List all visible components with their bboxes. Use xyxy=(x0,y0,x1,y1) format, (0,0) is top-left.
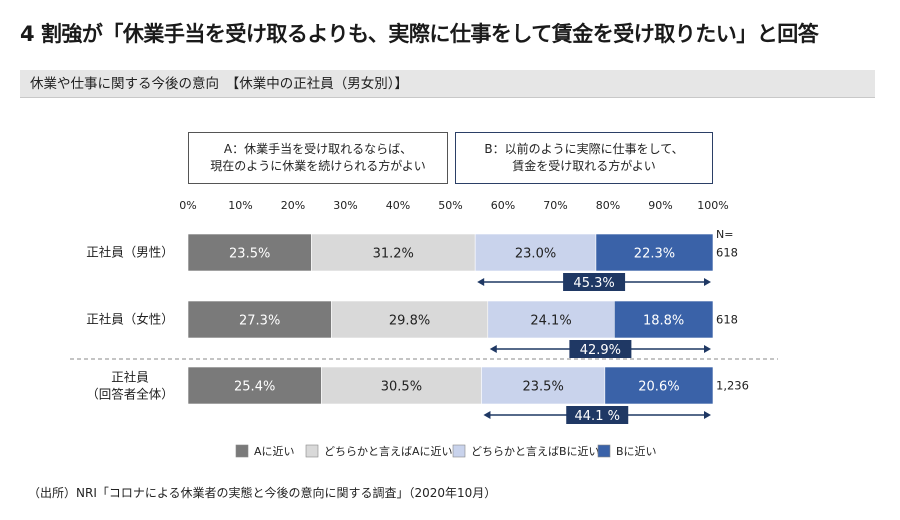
b-total-label: 45.3% xyxy=(573,276,614,291)
option-b-line1: B：以前のように実際に仕事をして、 xyxy=(484,142,684,156)
b-total-badge xyxy=(563,273,626,291)
source-note: （出所）NRI「コロナによる休業者の実態と今後の意向に関する調査」（2020年1… xyxy=(28,486,497,500)
bar-value-label: 30.5% xyxy=(381,380,422,395)
row-label: 正社員（女性） xyxy=(86,312,174,327)
arrow-head-left xyxy=(483,411,491,419)
bar-segment xyxy=(331,300,489,339)
bar-value-label: 24.1% xyxy=(530,314,571,329)
legend-label: どちらかと言えばBに近い xyxy=(471,445,600,458)
legend-swatch xyxy=(235,444,249,458)
legend-swatch xyxy=(597,444,611,458)
bar-value-label: 31.2% xyxy=(373,247,414,262)
bar-segment xyxy=(187,233,312,272)
x-tick-label: 90% xyxy=(648,199,672,212)
row-label: 正社員（男性） xyxy=(86,245,174,260)
n-header-label: N= xyxy=(716,228,733,241)
bar-segment xyxy=(187,300,332,339)
bar-segment xyxy=(187,366,322,405)
x-tick-label: 40% xyxy=(386,199,410,212)
n-value-label: 618 xyxy=(716,246,738,260)
b-total-label: 44.1 % xyxy=(575,409,620,424)
bar-segment xyxy=(321,366,482,405)
arrow-head-left xyxy=(489,345,497,353)
legend-swatch xyxy=(452,444,466,458)
bar-segment xyxy=(595,233,714,272)
arrow-head-left xyxy=(477,278,485,286)
bar-segment xyxy=(613,300,714,339)
bar-value-label: 22.3% xyxy=(634,247,675,262)
bar-value-label: 20.6% xyxy=(638,380,679,395)
x-tick-label: 50% xyxy=(438,199,462,212)
bar-segment xyxy=(481,366,606,405)
x-tick-label: 70% xyxy=(543,199,567,212)
option-a-box: A：休業手当を受け取れるならば、 現在のように休業を続けられる方がよい xyxy=(188,132,448,184)
bar-segment xyxy=(311,233,476,272)
legend-label: どちらかと言えばAに近い xyxy=(324,445,453,458)
x-tick-label: 80% xyxy=(596,199,620,212)
option-b-box: B：以前のように実際に仕事をして、 賃金を受け取れる方がよい xyxy=(455,132,713,184)
arrow-head-right xyxy=(704,345,711,353)
bar-value-label: 27.3% xyxy=(239,314,280,329)
n-value-label: 618 xyxy=(716,313,738,327)
option-a-line1: A：休業手当を受け取れるならば、 xyxy=(223,142,413,156)
x-tick-label: 20% xyxy=(281,199,305,212)
x-tick-label: 0% xyxy=(179,199,196,212)
bar-value-label: 23.5% xyxy=(229,247,270,262)
bar-segment xyxy=(474,233,597,272)
bar-value-label: 23.0% xyxy=(515,247,556,262)
b-total-badge xyxy=(566,406,629,424)
x-tick-label: 60% xyxy=(491,199,515,212)
bar-segment xyxy=(604,366,714,405)
option-a-line2: 現在のように休業を続けられる方がよい xyxy=(210,159,426,173)
x-tick-label: 10% xyxy=(228,199,252,212)
row-label: 正社員 xyxy=(111,370,149,385)
bar-value-label: 25.4% xyxy=(234,380,275,395)
x-tick-label: 100% xyxy=(697,199,728,212)
bar-value-label: 29.8% xyxy=(389,314,430,329)
legend-label: Aに近い xyxy=(254,445,295,458)
n-value-label: 1,236 xyxy=(716,379,749,393)
b-total-badge xyxy=(569,340,632,358)
b-total-label: 42.9% xyxy=(580,343,621,358)
bar-value-label: 23.5% xyxy=(523,380,564,395)
row-label: （回答者全体） xyxy=(86,387,174,402)
chart-subtitle: 休業や仕事に関する今後の意向 【休業中の正社員（男女別）】 xyxy=(20,70,875,98)
arrow-head-right xyxy=(704,411,711,419)
page-title: 4 割強が「休業手当を受け取るよりも、実際に仕事をして賃金を受け取りたい」と回答 xyxy=(20,22,819,46)
arrow-head-right xyxy=(704,278,711,286)
bar-value-label: 18.8% xyxy=(643,314,684,329)
legend-label: Bに近い xyxy=(616,445,657,458)
option-b-line2: 賃金を受け取れる方がよい xyxy=(512,159,656,173)
legend-swatch xyxy=(305,444,319,458)
x-tick-label: 30% xyxy=(333,199,357,212)
